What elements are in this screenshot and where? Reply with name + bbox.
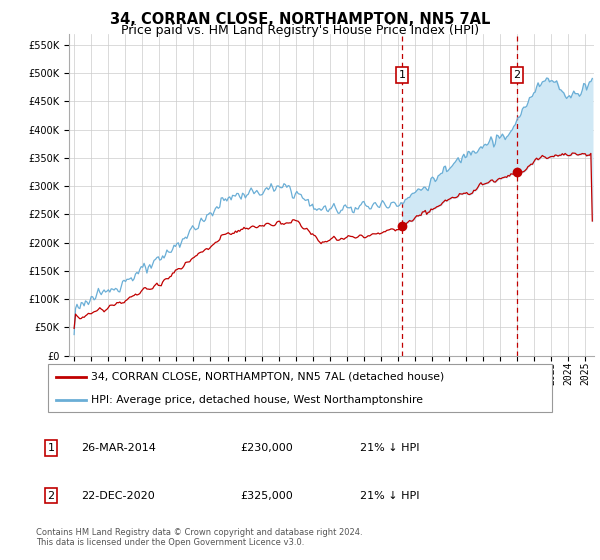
FancyBboxPatch shape [48,364,552,412]
Text: £230,000: £230,000 [240,443,293,453]
Text: 21% ↓ HPI: 21% ↓ HPI [360,443,419,453]
Text: 34, CORRAN CLOSE, NORTHAMPTON, NN5 7AL: 34, CORRAN CLOSE, NORTHAMPTON, NN5 7AL [110,12,490,27]
Text: HPI: Average price, detached house, West Northamptonshire: HPI: Average price, detached house, West… [91,395,423,405]
Text: 2: 2 [47,491,55,501]
Text: Price paid vs. HM Land Registry's House Price Index (HPI): Price paid vs. HM Land Registry's House … [121,24,479,36]
Text: 26-MAR-2014: 26-MAR-2014 [81,443,156,453]
Text: Contains HM Land Registry data © Crown copyright and database right 2024.
This d: Contains HM Land Registry data © Crown c… [36,528,362,547]
Text: 21% ↓ HPI: 21% ↓ HPI [360,491,419,501]
Text: 1: 1 [398,70,406,80]
Text: 22-DEC-2020: 22-DEC-2020 [81,491,155,501]
Text: 34, CORRAN CLOSE, NORTHAMPTON, NN5 7AL (detached house): 34, CORRAN CLOSE, NORTHAMPTON, NN5 7AL (… [91,372,444,382]
Text: 2: 2 [514,70,521,80]
Text: £325,000: £325,000 [240,491,293,501]
Text: 1: 1 [47,443,55,453]
